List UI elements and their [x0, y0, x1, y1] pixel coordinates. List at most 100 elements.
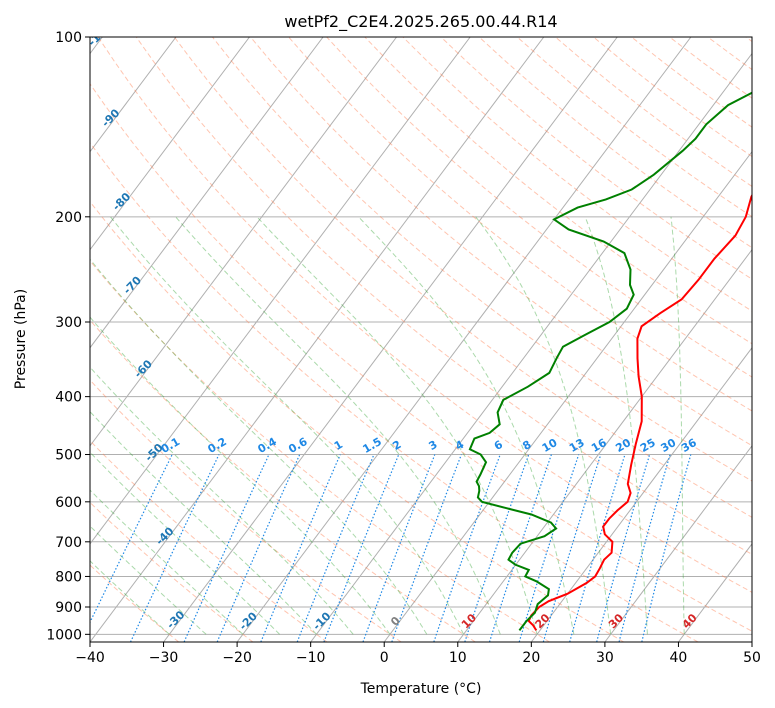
- y-tick-label: 200: [55, 210, 82, 226]
- moist-adiabats: [90, 216, 685, 635]
- dry-adiabat: [90, 142, 699, 642]
- dry-adiabat: [440, 37, 752, 280]
- mixing-ratio-label: 16: [589, 436, 609, 455]
- isotherm-label: -90: [99, 106, 122, 129]
- dry-adiabat: [250, 37, 752, 447]
- isotherm-line: [90, 37, 471, 545]
- y-axis-ticks: 100 200 300 400 500 600 700 800 900 1000: [46, 30, 90, 643]
- isotherm-line: [90, 37, 177, 153]
- isotherm-line: [90, 37, 545, 642]
- x-tick-label: −40: [75, 650, 105, 666]
- isotherm-line: [751, 641, 752, 642]
- isotherm-label: -80: [110, 190, 133, 213]
- moist-adiabat: [358, 216, 575, 635]
- mixing-ratio-line: [129, 454, 220, 642]
- mixing-ratio-line: [391, 454, 462, 642]
- y-tick-label: 300: [55, 315, 82, 331]
- y-tick-label: 900: [55, 600, 82, 616]
- moist-adiabat: [256, 216, 538, 635]
- isotherm-line: [457, 248, 752, 642]
- mixing-ratio-line: [183, 454, 270, 642]
- dry-adiabat: [326, 37, 752, 378]
- dry-adiabat: [554, 37, 752, 188]
- dry-adiabat: [516, 37, 752, 218]
- x-tick-label: 40: [670, 650, 688, 666]
- moist-adiabat: [670, 216, 685, 635]
- mixing-ratio-line: [569, 454, 626, 642]
- y-tick-label: 1000: [46, 627, 82, 643]
- dry-adiabat: [90, 82, 752, 632]
- isotherm-labels: -100-90-80-70-60-50-40-30 -20 -10 0 10 20 30 40: [90, 37, 700, 633]
- isotherm-line: [90, 37, 398, 447]
- isotherm-line: [90, 37, 250, 251]
- mixing-ratio-label: 20: [613, 436, 633, 455]
- isotherm-label: 30: [606, 611, 626, 631]
- dry-adiabat: [212, 37, 752, 482]
- x-axis-ticks: −40 −30 −20 −10 0 10 20 30 40 50: [75, 642, 761, 666]
- y-tick-label: 600: [55, 495, 82, 511]
- isotherm-label: -10: [310, 609, 333, 632]
- moist-adiabat: [90, 489, 244, 635]
- isotherm-line: [678, 543, 752, 642]
- mixing-ratio-line: [296, 454, 375, 642]
- grid-lines: [90, 37, 752, 642]
- mixing-ratio-line: [90, 454, 173, 624]
- mixing-ratio-line: [518, 454, 580, 642]
- moist-adiabat: [175, 216, 501, 635]
- dry-adiabat: [90, 440, 328, 642]
- dry-adiabat: [707, 37, 752, 71]
- isotherm-line: [383, 150, 752, 642]
- mixing-ratio-line: [323, 454, 400, 642]
- isotherm-line: [236, 37, 692, 642]
- mixing-ratio-label: 2: [390, 438, 403, 453]
- mixing-ratio-line: [542, 454, 602, 642]
- isotherm-label: -30: [164, 608, 187, 631]
- temperature-line: [527, 193, 752, 631]
- moist-adiabat: [90, 560, 170, 635]
- mixing-ratio-label: 4: [453, 438, 466, 453]
- isotherm-label: -70: [121, 274, 144, 297]
- y-tick-label: 500: [55, 448, 82, 464]
- dry-adiabat: [745, 37, 752, 43]
- x-tick-label: 20: [522, 650, 540, 666]
- isotherm-label: -40: [153, 524, 176, 547]
- dry-adiabat: [402, 37, 752, 312]
- isotherm-line: [530, 346, 752, 642]
- isotherm-line: [163, 37, 618, 642]
- y-tick-label: 700: [55, 535, 82, 551]
- mixing-ratio-line: [596, 454, 651, 642]
- y-tick-label: 400: [55, 390, 82, 406]
- x-tick-label: −10: [296, 650, 326, 666]
- mixing-ratio-label: 10: [540, 436, 560, 455]
- dry-adiabat: [135, 37, 752, 555]
- mixing-ratio-label: 6: [492, 438, 505, 453]
- moist-adiabat: [90, 451, 280, 635]
- mixing-ratio-lines: 0.1 0.2 0.4 0.6 1 1.5 2 3 4 6 8 10 13 16 20 25 30 36: [90, 435, 699, 642]
- x-tick-label: 30: [596, 650, 614, 666]
- x-tick-label: −20: [222, 650, 252, 666]
- dry-adiabat: [90, 319, 476, 642]
- y-axis-label: Pressure (hPa): [13, 289, 29, 389]
- moist-adiabat: [110, 216, 464, 635]
- dewpoint-line: [468, 91, 752, 632]
- mixing-ratio-line: [260, 454, 341, 642]
- isotherm-line: [310, 52, 752, 642]
- dry-adiabat: [90, 564, 180, 642]
- mixing-ratio-label: 25: [638, 436, 658, 455]
- x-tick-label: 10: [449, 650, 467, 666]
- y-tick-label: 100: [55, 30, 82, 46]
- plot-frame: [89, 36, 753, 643]
- mixing-ratio-line: [464, 454, 530, 642]
- dry-adiabat: [90, 379, 402, 642]
- isotherm-line: [90, 37, 324, 349]
- mixing-ratio-line: [618, 454, 671, 642]
- mixing-ratio-label: 13: [567, 436, 587, 455]
- moist-adiabat: [475, 216, 612, 635]
- isotherm-label: -20: [237, 609, 260, 632]
- isotherm-line: [604, 445, 752, 642]
- mixing-ratio-label: 0.6: [286, 435, 310, 456]
- x-axis-label: Temperature (°C): [360, 681, 482, 697]
- x-tick-label: 0: [380, 650, 389, 666]
- dry-adiabat: [90, 200, 625, 642]
